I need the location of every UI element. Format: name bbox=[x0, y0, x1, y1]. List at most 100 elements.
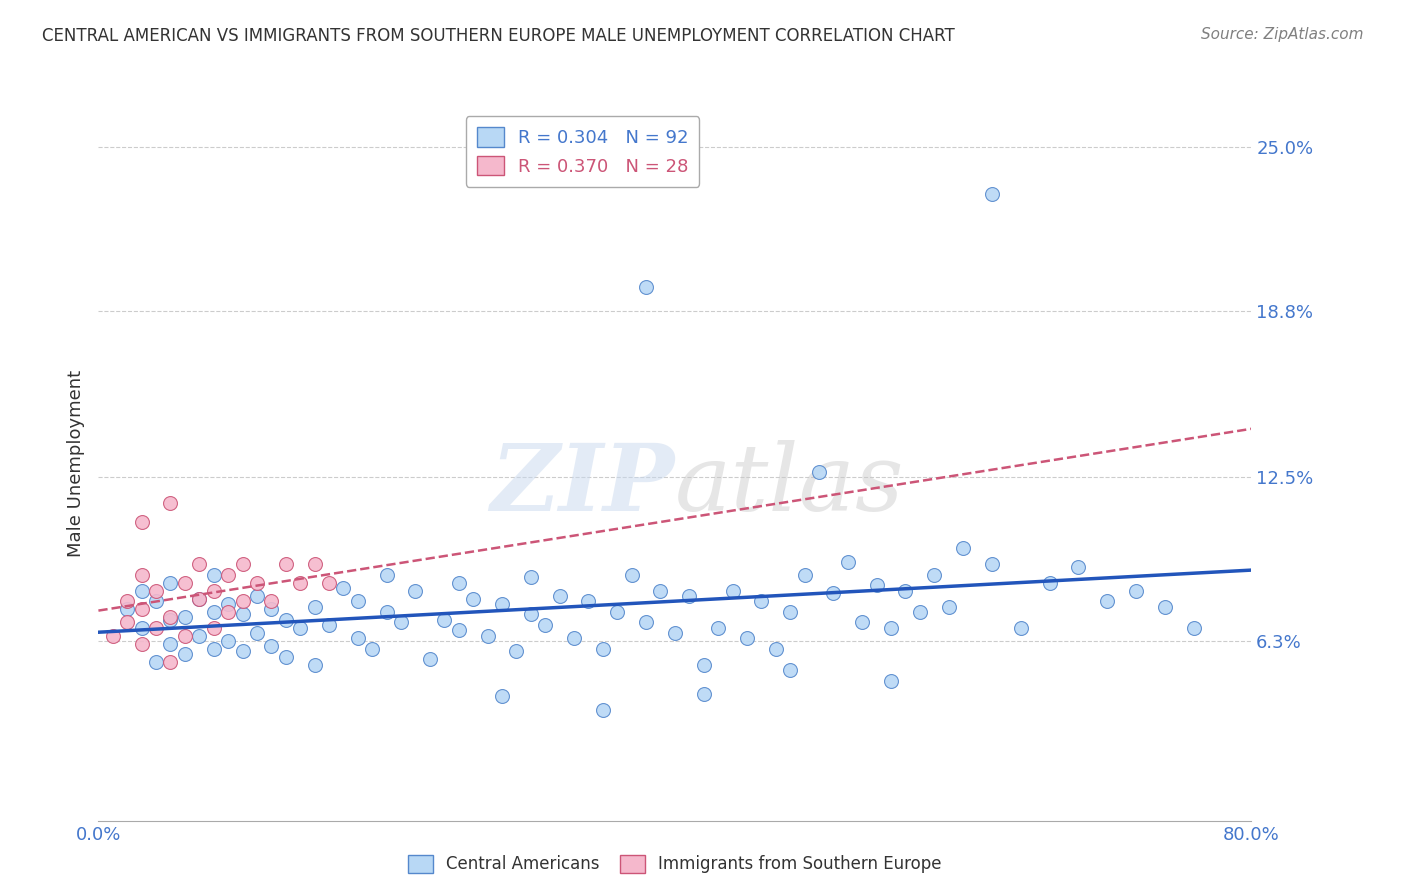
Point bbox=[1010, 621, 1032, 635]
Point bbox=[1125, 583, 1147, 598]
Point bbox=[636, 615, 658, 630]
Point bbox=[202, 621, 225, 635]
Point bbox=[779, 605, 801, 619]
Point bbox=[807, 465, 830, 479]
Point bbox=[260, 639, 283, 653]
Point bbox=[304, 558, 326, 572]
Point bbox=[751, 594, 773, 608]
Point bbox=[693, 687, 716, 701]
Point bbox=[433, 613, 456, 627]
Point bbox=[290, 621, 312, 635]
Point bbox=[159, 636, 181, 650]
Legend: Central Americans, Immigrants from Southern Europe: Central Americans, Immigrants from South… bbox=[401, 848, 949, 880]
Point bbox=[202, 605, 225, 619]
Point bbox=[217, 634, 239, 648]
Point bbox=[1153, 599, 1175, 614]
Point bbox=[188, 591, 211, 606]
Point bbox=[1097, 594, 1119, 608]
Point bbox=[332, 581, 354, 595]
Point bbox=[922, 567, 945, 582]
Point bbox=[188, 591, 211, 606]
Point bbox=[174, 629, 197, 643]
Point bbox=[318, 618, 340, 632]
Point bbox=[491, 690, 513, 704]
Point bbox=[346, 594, 368, 608]
Point bbox=[131, 567, 153, 582]
Point bbox=[447, 575, 470, 590]
Point bbox=[793, 567, 815, 582]
Point bbox=[274, 613, 297, 627]
Point bbox=[159, 575, 181, 590]
Point bbox=[260, 594, 283, 608]
Point bbox=[779, 663, 801, 677]
Point bbox=[290, 575, 312, 590]
Point bbox=[592, 641, 614, 656]
Text: Source: ZipAtlas.com: Source: ZipAtlas.com bbox=[1201, 27, 1364, 42]
Point bbox=[650, 583, 672, 598]
Point bbox=[981, 558, 1004, 572]
Point bbox=[202, 567, 225, 582]
Point bbox=[145, 583, 167, 598]
Point bbox=[678, 589, 700, 603]
Point bbox=[159, 613, 181, 627]
Point bbox=[894, 583, 917, 598]
Point bbox=[851, 615, 873, 630]
Point bbox=[735, 632, 758, 646]
Point bbox=[520, 607, 543, 622]
Point bbox=[188, 629, 211, 643]
Point bbox=[217, 605, 239, 619]
Point bbox=[159, 655, 181, 669]
Text: CENTRAL AMERICAN VS IMMIGRANTS FROM SOUTHERN EUROPE MALE UNEMPLOYMENT CORRELATIO: CENTRAL AMERICAN VS IMMIGRANTS FROM SOUT… bbox=[42, 27, 955, 45]
Point bbox=[534, 618, 557, 632]
Point bbox=[274, 558, 297, 572]
Point bbox=[880, 673, 903, 688]
Point bbox=[131, 583, 153, 598]
Point bbox=[231, 594, 254, 608]
Point bbox=[823, 586, 845, 600]
Point bbox=[202, 641, 225, 656]
Point bbox=[477, 629, 499, 643]
Point bbox=[159, 610, 181, 624]
Text: ZIP: ZIP bbox=[491, 441, 675, 530]
Point bbox=[346, 632, 368, 646]
Point bbox=[419, 652, 441, 666]
Point bbox=[260, 602, 283, 616]
Point bbox=[606, 605, 628, 619]
Point bbox=[246, 626, 269, 640]
Point bbox=[548, 589, 571, 603]
Point bbox=[491, 597, 513, 611]
Point bbox=[592, 703, 614, 717]
Point bbox=[765, 641, 787, 656]
Point bbox=[145, 594, 167, 608]
Point bbox=[131, 621, 153, 635]
Point bbox=[505, 644, 527, 658]
Point bbox=[447, 624, 470, 638]
Point bbox=[117, 594, 139, 608]
Point bbox=[938, 599, 960, 614]
Point bbox=[274, 649, 297, 664]
Point bbox=[145, 621, 167, 635]
Text: atlas: atlas bbox=[675, 441, 904, 530]
Point bbox=[981, 187, 1004, 202]
Point bbox=[131, 636, 153, 650]
Point bbox=[389, 615, 412, 630]
Point bbox=[721, 583, 744, 598]
Point bbox=[375, 567, 398, 582]
Point bbox=[952, 541, 974, 556]
Point bbox=[361, 641, 384, 656]
Point bbox=[1182, 621, 1205, 635]
Point bbox=[880, 621, 903, 635]
Point bbox=[707, 621, 730, 635]
Point bbox=[188, 558, 211, 572]
Point bbox=[304, 657, 326, 672]
Point bbox=[1038, 575, 1062, 590]
Point bbox=[636, 279, 658, 293]
Point bbox=[520, 570, 543, 584]
Point bbox=[304, 599, 326, 614]
Point bbox=[246, 589, 269, 603]
Point bbox=[131, 515, 153, 529]
Point bbox=[231, 607, 254, 622]
Point bbox=[174, 647, 197, 661]
Point bbox=[693, 657, 716, 672]
Point bbox=[578, 594, 600, 608]
